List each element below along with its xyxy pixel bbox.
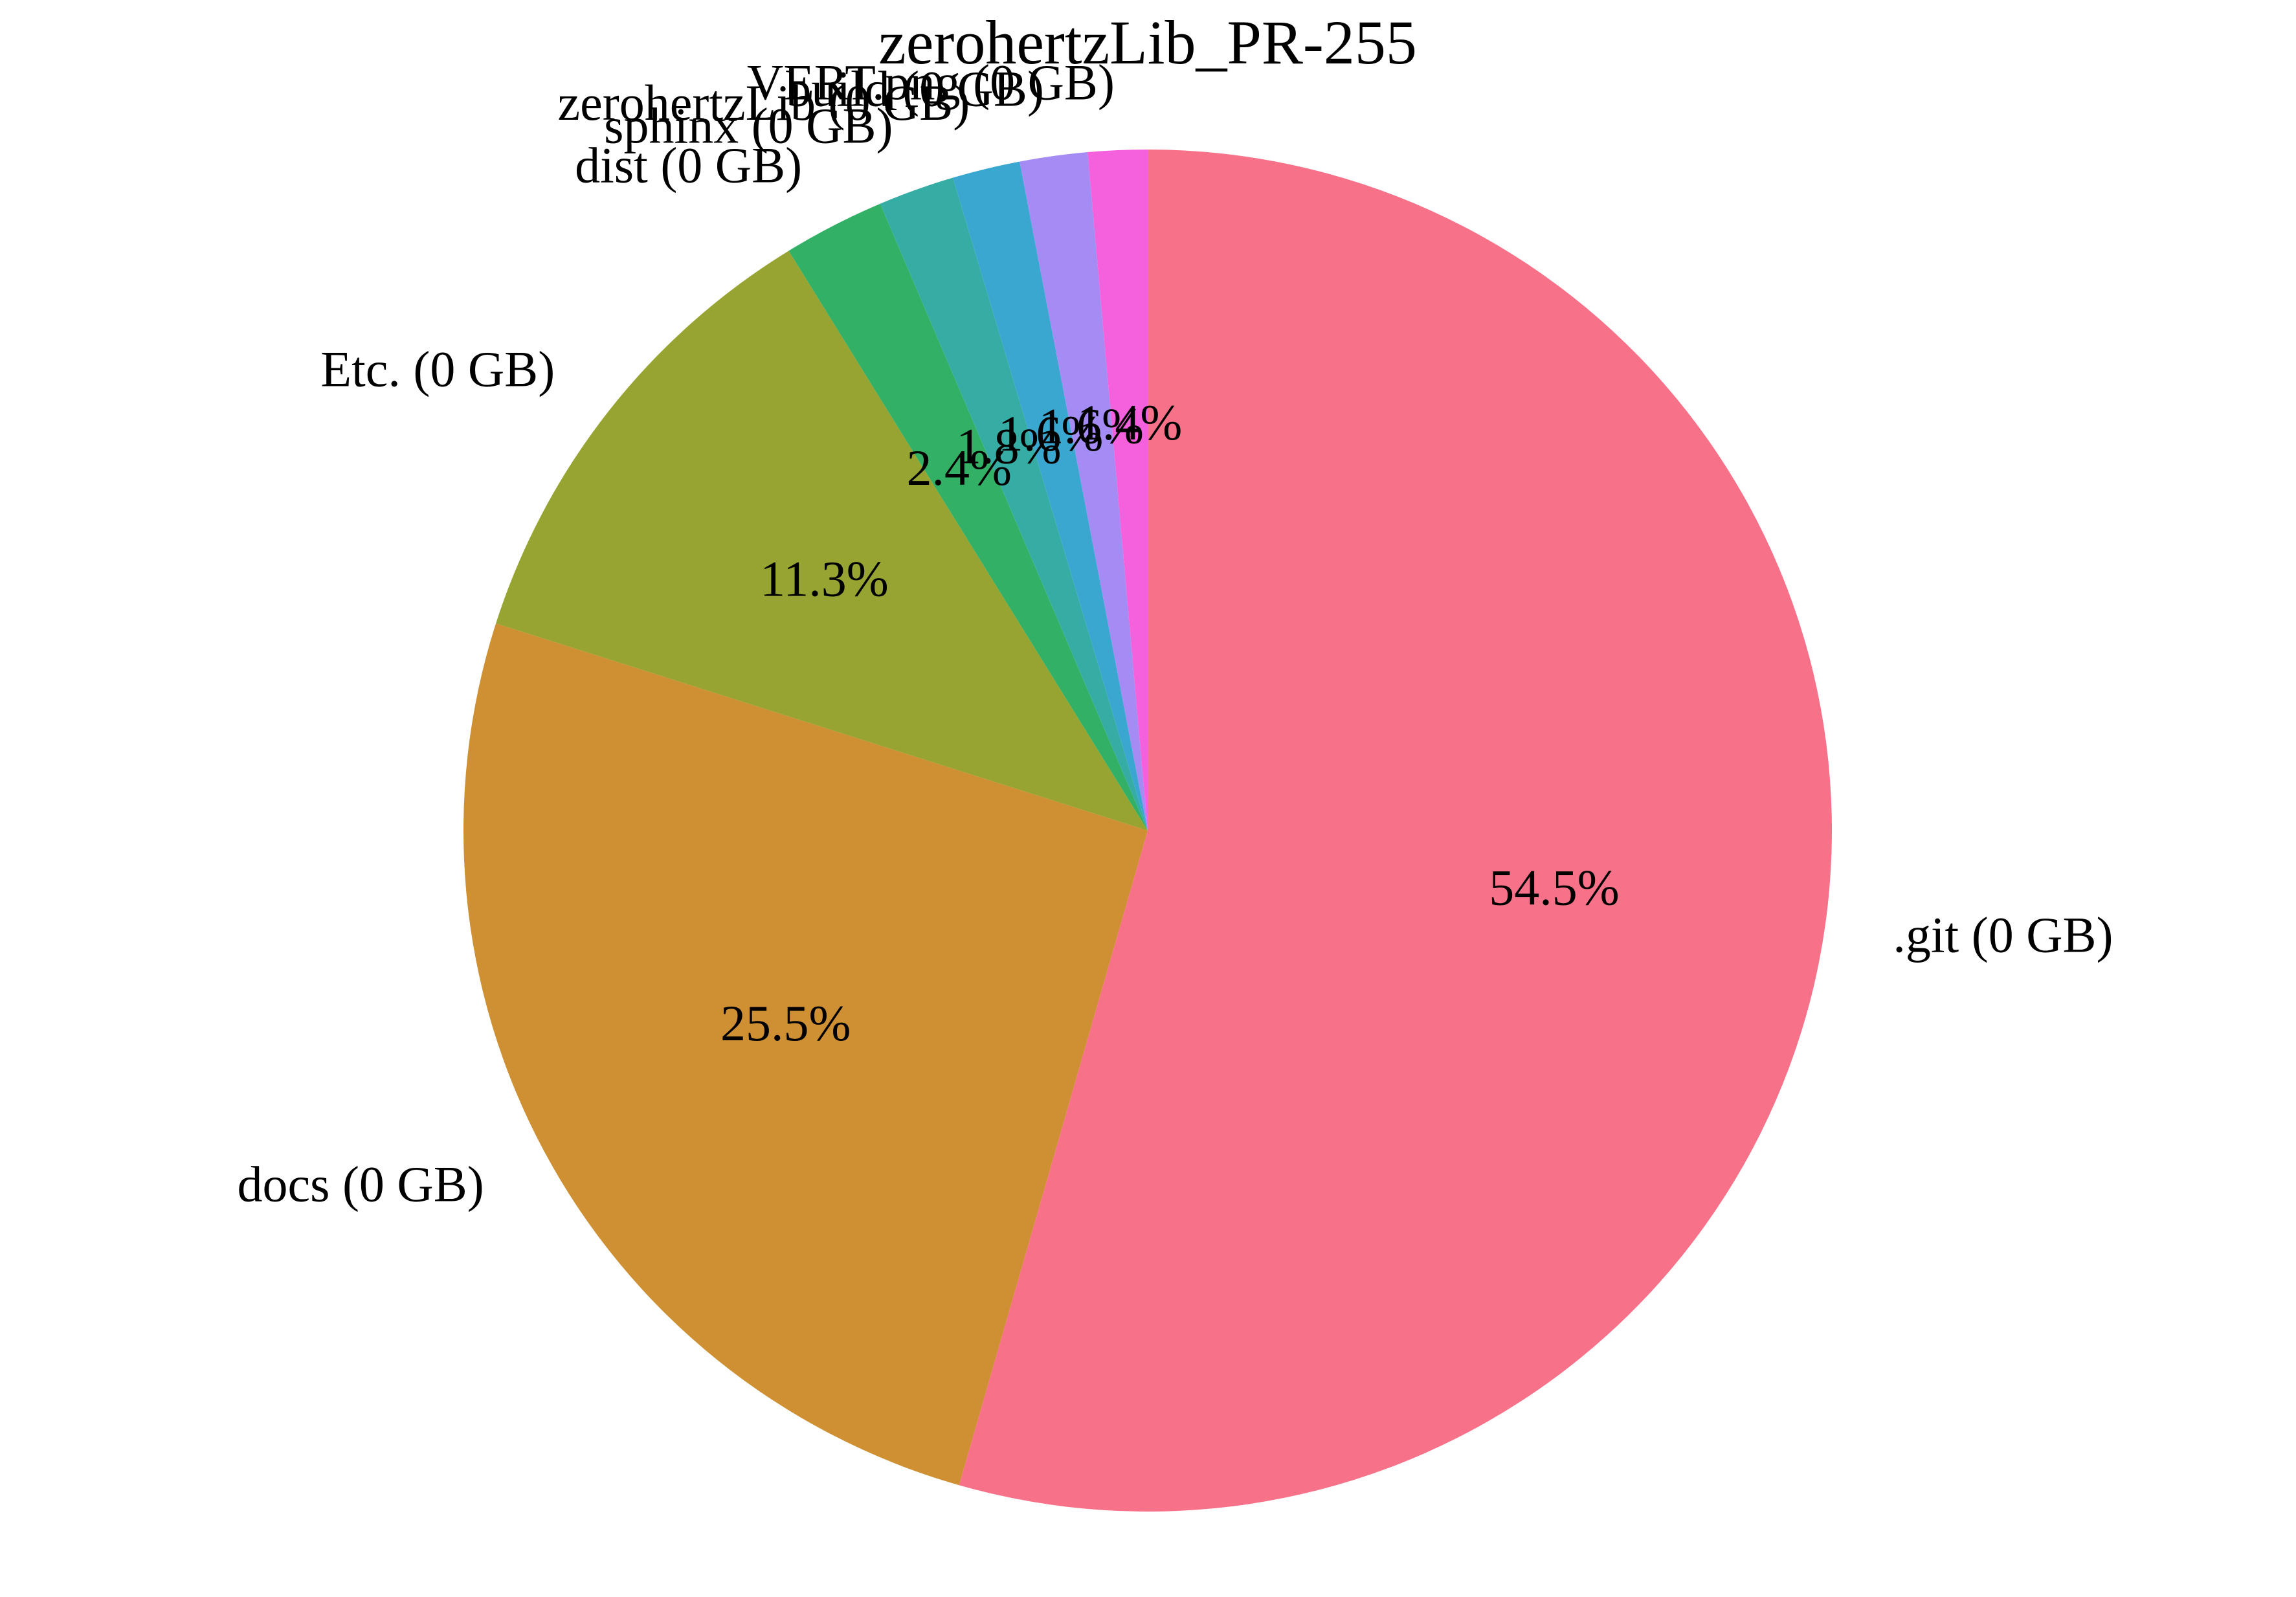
slice-label-git: .git (0 GB)	[1893, 907, 2113, 963]
pie-slice-build	[1020, 152, 1148, 831]
slice-label-vert-png: VERT.png (0 GB)	[747, 54, 1115, 110]
percent-label-git: 54.5%	[1489, 859, 1619, 915]
pie-slice-zerohertzlib	[953, 161, 1148, 831]
slice-label-etc: Etc. (0 GB)	[320, 341, 555, 397]
slice-labels: .git (0 GB) docs (0 GB) Etc. (0 GB) dist (0…	[237, 54, 2113, 1212]
pie-slice-dist	[788, 203, 1148, 831]
percent-label-sphinx: 1.8%	[956, 418, 1061, 475]
percent-label-etc: 11.3%	[760, 551, 889, 607]
percent-labels: 54.5% 25.5% 11.3% 2.4%1.8%1.6%1.6%1.4%	[720, 394, 1620, 1051]
pie-slice-vert-png	[1087, 150, 1148, 831]
slice-label-docs: docs (0 GB)	[237, 1156, 484, 1212]
pie-slice-git	[959, 150, 1832, 1512]
percent-label-build: 1.6%	[1038, 397, 1143, 454]
percent-label-vert-png: 1.4%	[1077, 394, 1182, 451]
chart-title: zerohertzLib_PR-255	[878, 8, 1417, 77]
pie-slice-docs	[463, 623, 1148, 1486]
pie-slices	[463, 150, 1832, 1512]
percent-label-docs: 25.5%	[720, 995, 851, 1051]
slice-label-zerohertzlib: zerohertzLib (0 GB)	[558, 74, 970, 131]
slice-label-build: build (0 GB)	[786, 60, 1044, 117]
pie-slice-sphinx	[880, 177, 1148, 831]
slice-label-sphinx: sphinx (0 GB)	[604, 98, 893, 154]
percent-label-dist: 2.4%	[907, 440, 1012, 496]
pie-slice-etc	[496, 251, 1148, 831]
slice-label-dist: dist (0 GB)	[575, 137, 802, 193]
percent-label-zerohertzlib: 1.6%	[998, 405, 1103, 462]
